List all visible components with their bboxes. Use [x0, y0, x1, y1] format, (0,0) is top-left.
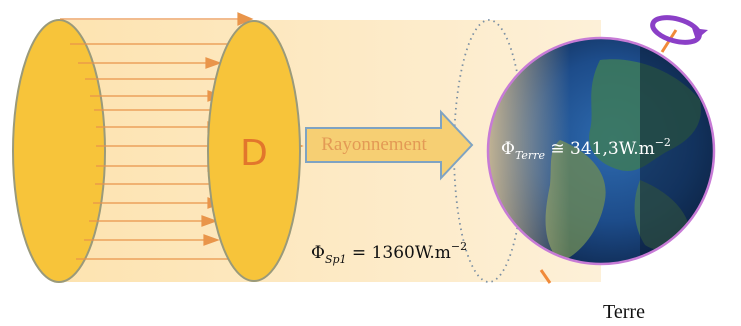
- sun-flux-expr: = 1360W.m: [347, 243, 451, 263]
- arrow-label: Rayonnement: [321, 134, 427, 155]
- sun-flux-symbol: Φ: [311, 243, 325, 263]
- disc-label: D: [240, 133, 268, 174]
- earth-caption: Terre: [603, 301, 645, 323]
- earth-flux-exp: −2: [655, 136, 671, 149]
- earth-flux-expr: ≅ 341,3W.m: [545, 139, 655, 159]
- sun-flux-sub: Sp1: [325, 253, 347, 266]
- left-disc: [13, 20, 105, 282]
- earth-flux-sub: Terre: [515, 149, 546, 162]
- earth-flux-symbol: Φ: [501, 139, 515, 159]
- sun-flux-exp: −2: [451, 240, 467, 253]
- rotation-icon: [650, 13, 708, 47]
